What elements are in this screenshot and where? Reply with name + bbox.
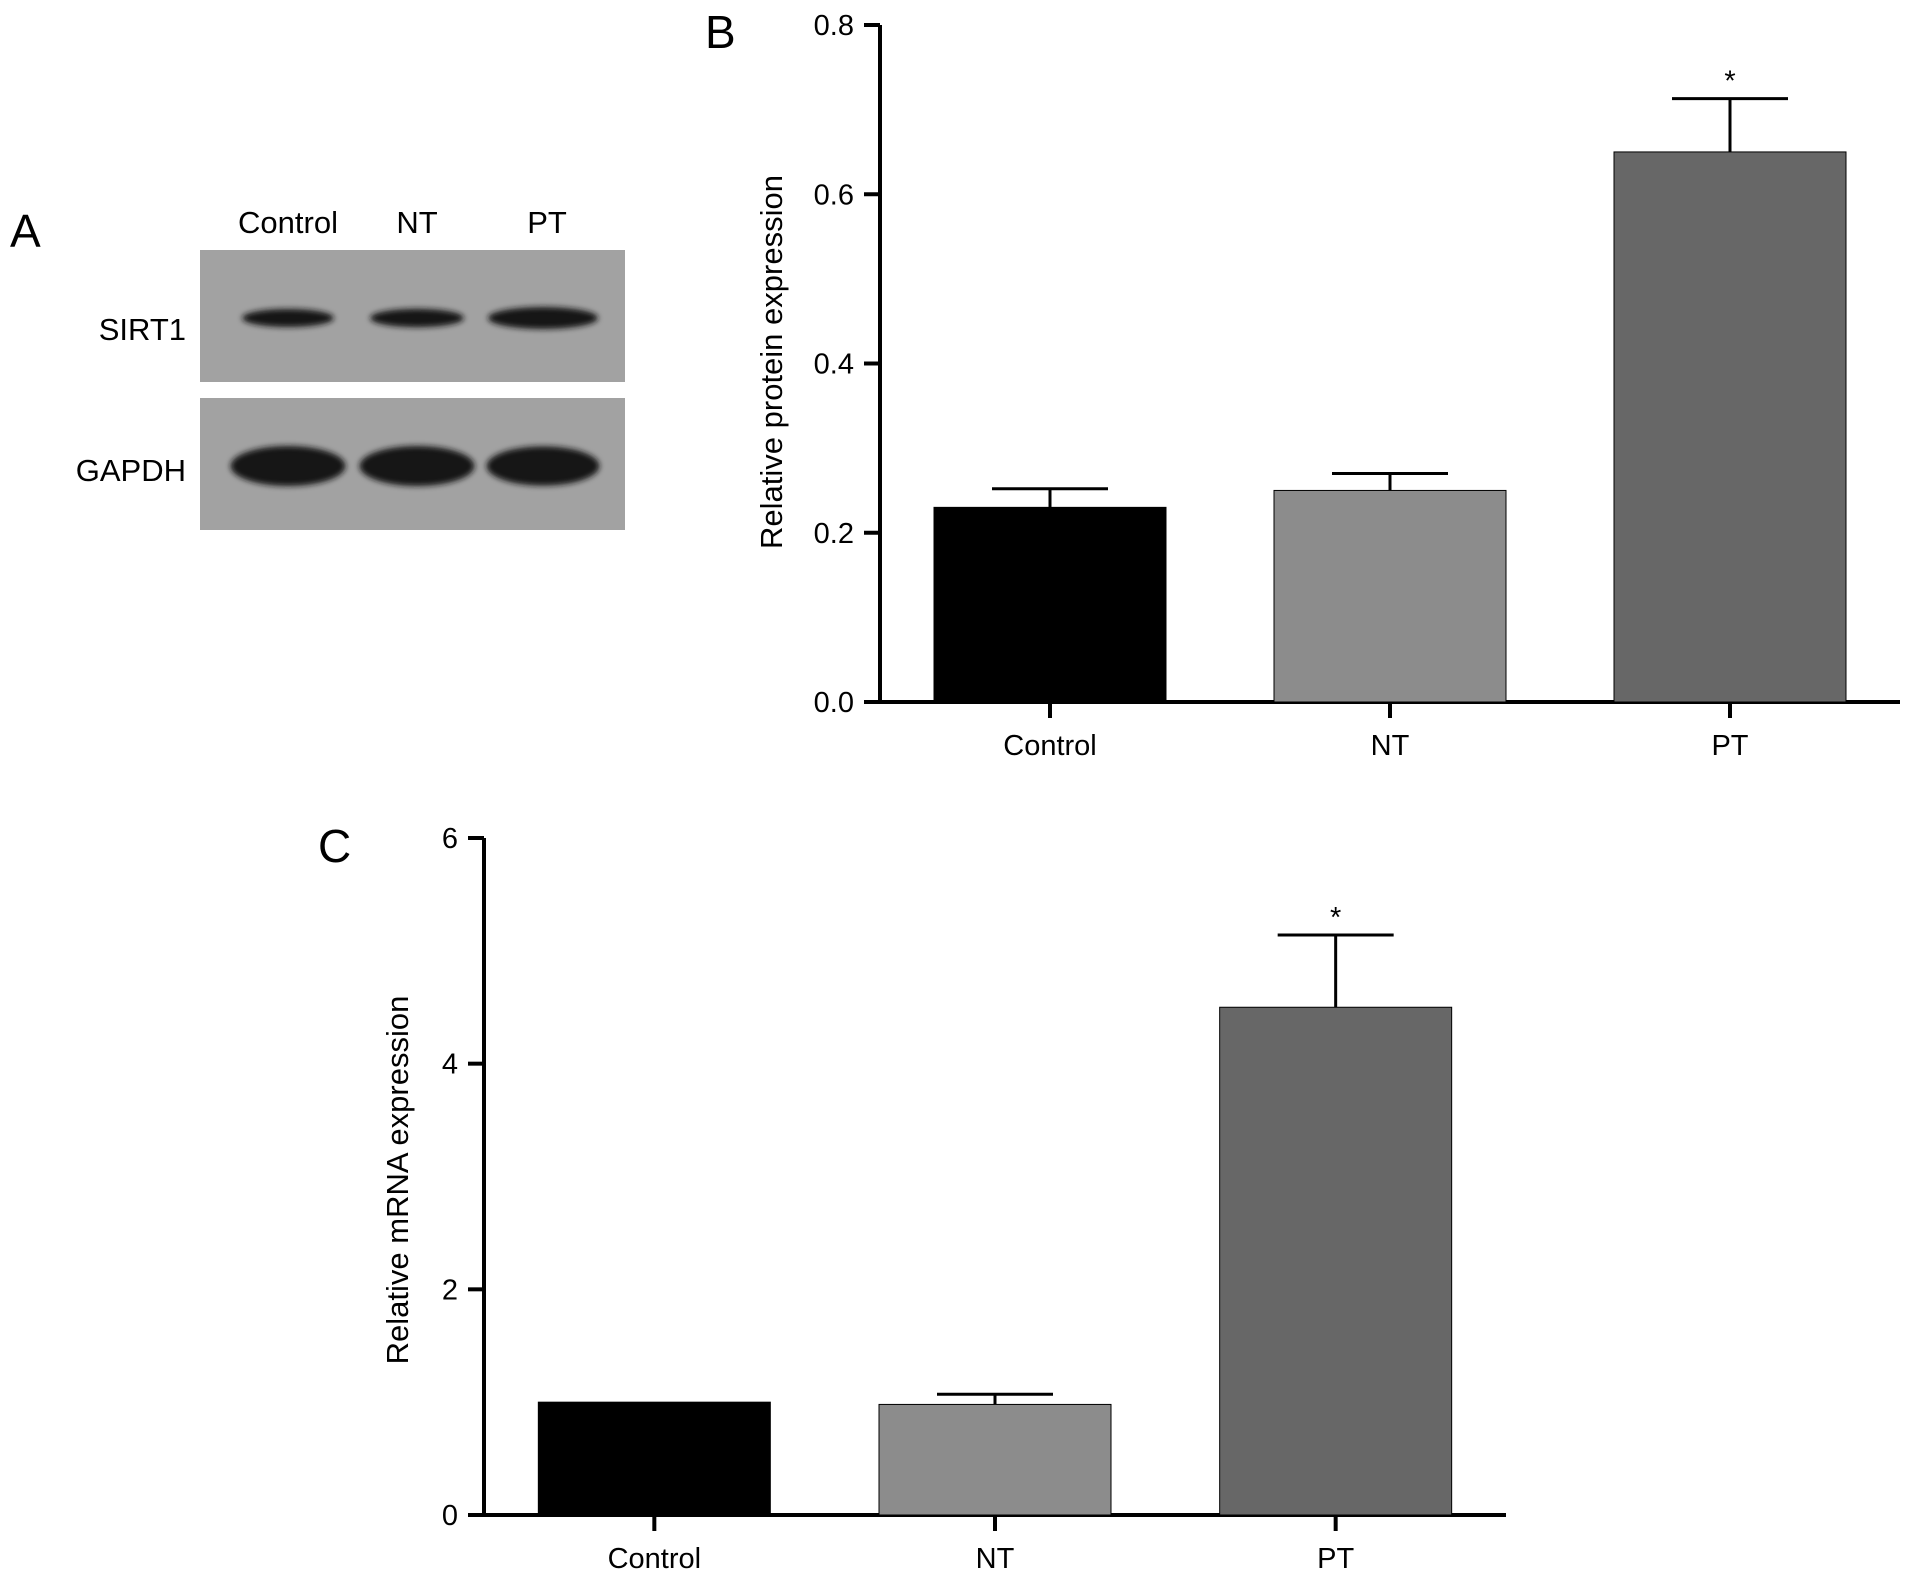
- chart-b-y-tick-label: 0.8: [814, 10, 854, 42]
- chart-b-bar-nt: [1273, 489, 1507, 703]
- panel-letter-c: C: [318, 820, 351, 872]
- western-blot: Control NT PT SIRT1 GAPDH: [76, 205, 625, 530]
- chart-mrna-expression: 0 2 4 6 Relative mRNA expression Control NT * PT: [380, 823, 1506, 1575]
- blot-lane-label-pt: PT: [527, 205, 567, 240]
- blot-lane-label-control: Control: [238, 205, 338, 240]
- chart-c-bar-control: [537, 1401, 771, 1516]
- blot-row-label-sirt1: SIRT1: [99, 312, 186, 347]
- blot-band-sirt1-nt: [370, 308, 464, 328]
- chart-b-x-tick-label-nt: NT: [1371, 730, 1410, 762]
- blot-band-gapdh-nt: [359, 446, 475, 486]
- chart-c-y-tick-label: 2: [442, 1274, 458, 1306]
- chart-c-x-tick-label-control: Control: [608, 1543, 702, 1575]
- chart-b-x-tick-label-control: Control: [1003, 730, 1097, 762]
- panel-letter-b: B: [705, 6, 736, 58]
- chart-c-y-axis-title: Relative mRNA expression: [380, 996, 415, 1365]
- chart-b-y-tick-label: 0.4: [814, 349, 854, 381]
- blot-lane-label-nt: NT: [396, 205, 437, 240]
- chart-b-bar-pt: [1613, 151, 1847, 703]
- blot-row-label-gapdh: GAPDH: [76, 453, 186, 488]
- chart-b-y-tick-label: 0.6: [814, 179, 854, 211]
- chart-protein-expression: 0.0 0.2 0.4 0.6 0.8 Relative protein expressi…: [754, 10, 1900, 762]
- chart-c-y-tick-label: 0: [442, 1500, 458, 1532]
- chart-c-x-tick-label-pt: PT: [1317, 1543, 1354, 1575]
- blot-band-gapdh-control: [230, 446, 346, 486]
- blot-band-gapdh-pt: [486, 446, 600, 486]
- blot-band-sirt1-pt: [488, 307, 598, 329]
- chart-c-bar-nt: [878, 1403, 1112, 1516]
- chart-b-y-tick-label: 0.2: [814, 518, 854, 550]
- chart-b-x-tick-label-pt: PT: [1711, 730, 1748, 762]
- chart-b-y-axis-title: Relative protein expression: [754, 175, 789, 549]
- chart-c-bar-pt: [1219, 1006, 1453, 1516]
- panel-letter-a: A: [10, 205, 41, 257]
- chart-c-y-tick-label: 4: [442, 1049, 458, 1081]
- chart-c-x-tick-label-nt: NT: [976, 1543, 1015, 1575]
- blot-band-sirt1-control: [242, 308, 334, 328]
- chart-b-significance-pt: *: [1724, 66, 1735, 98]
- chart-b-y-tick-label: 0.0: [814, 687, 854, 719]
- chart-b-bar-control: [933, 506, 1167, 703]
- chart-c-y-tick-label: 6: [442, 823, 458, 855]
- chart-c-significance-pt: *: [1330, 902, 1341, 934]
